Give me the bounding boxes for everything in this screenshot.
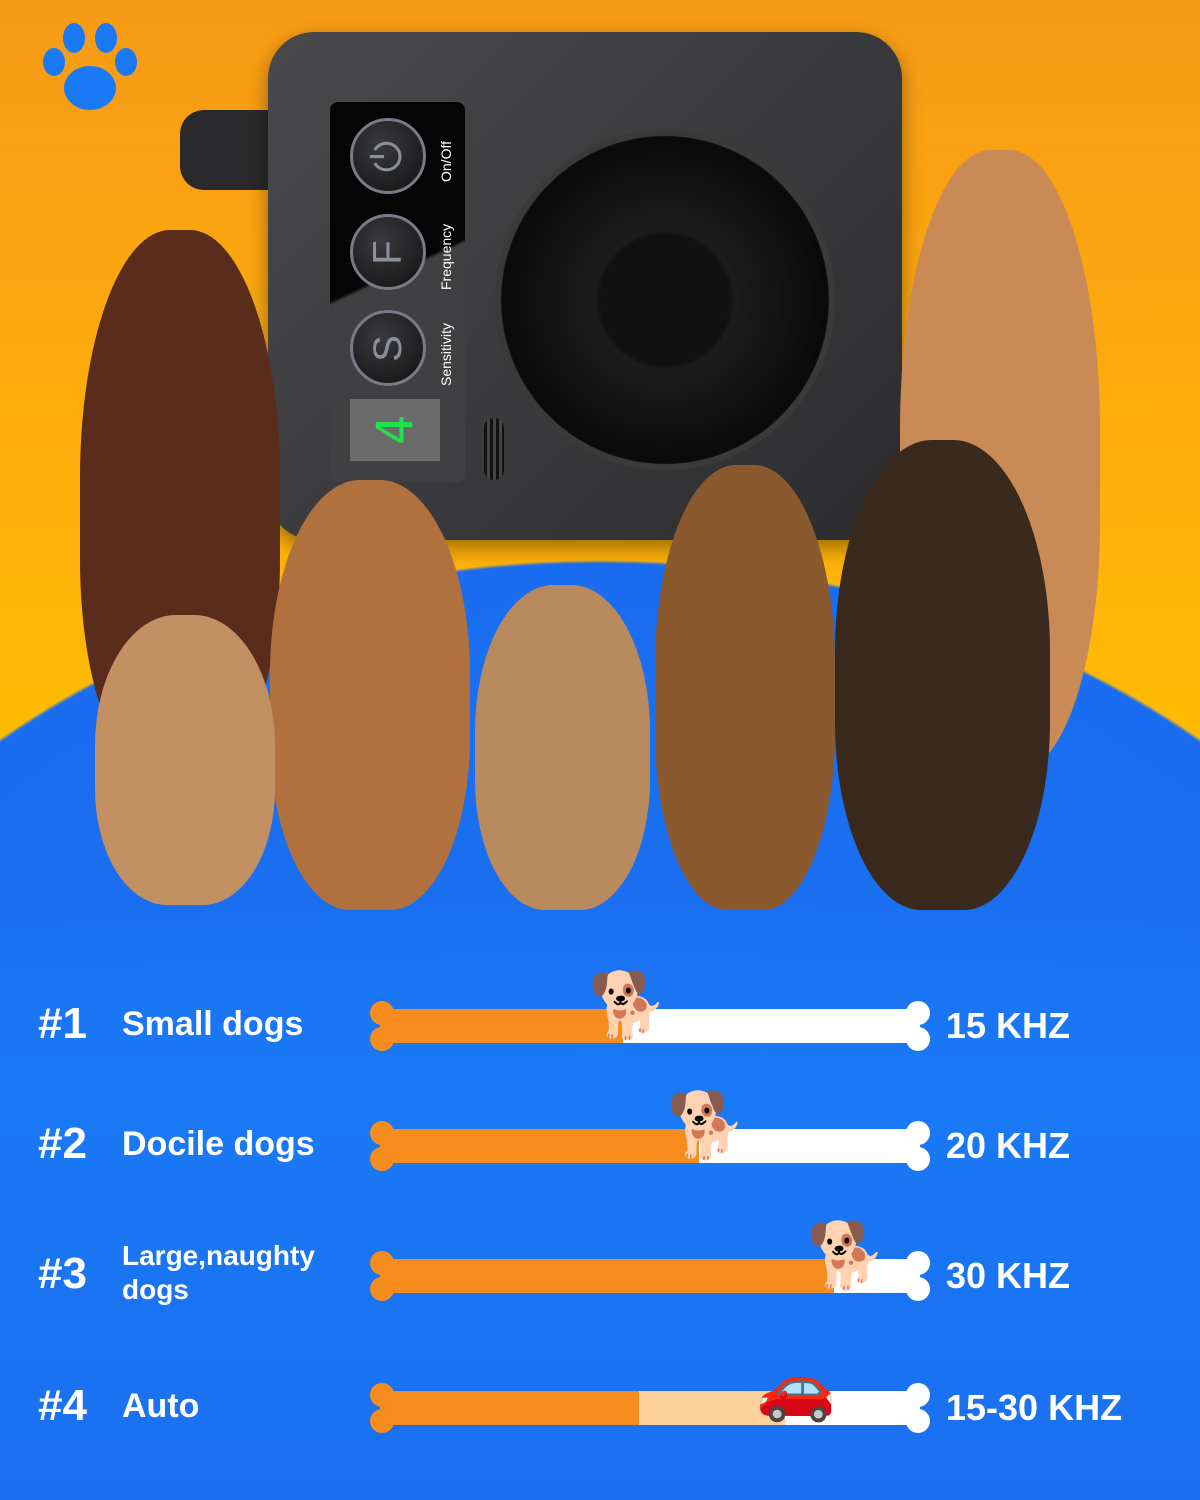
power-button[interactable]: ⏻	[350, 118, 426, 194]
frequency-button[interactable]: F	[350, 214, 426, 290]
mode-row: #4 Auto 🚗 15-30 KHZ	[0, 1355, 1200, 1437]
microphone-grille	[484, 418, 504, 480]
mode-row: #2 Docile dogs 🐕 20 KHZ	[0, 1093, 1200, 1175]
bone-end	[906, 1383, 930, 1407]
mode-row: #1 Small dogs 🐕 15 KHZ	[0, 973, 1200, 1055]
led-display: 4	[350, 399, 440, 461]
mode-label: Large,naughty dogs	[122, 1240, 315, 1305]
bone-end	[370, 1409, 394, 1433]
mode-number: #1	[38, 999, 87, 1048]
terrier-photo	[475, 585, 650, 910]
german-shepherd-photo	[655, 465, 835, 910]
car-icon: 🚗	[756, 1351, 837, 1423]
bone-track	[380, 1129, 920, 1163]
boxer-photo	[270, 480, 470, 910]
on-off-label: On/Off	[438, 141, 454, 182]
power-icon: ⏻	[365, 140, 410, 172]
frequency-bar: 🐕	[370, 1093, 930, 1171]
dog-icon: 🐕	[666, 1089, 747, 1161]
mode-label: Docile dogs	[122, 1125, 315, 1163]
frequency-bar: 🚗	[370, 1355, 930, 1433]
bone-end	[906, 1409, 930, 1433]
paw-icon	[43, 23, 137, 110]
bone-track	[380, 1009, 920, 1043]
bone-end	[906, 1251, 930, 1275]
auto-range-fill	[639, 1391, 785, 1425]
bone-end	[370, 1251, 394, 1275]
frequency-label: Frequency	[438, 223, 454, 290]
bone-end	[370, 1027, 394, 1051]
level-fill	[380, 1129, 699, 1163]
bone-end	[370, 1001, 394, 1025]
bone-track	[380, 1391, 920, 1425]
bone-end	[906, 1001, 930, 1025]
bone-end	[906, 1147, 930, 1171]
small-dog-icon: 🐕	[588, 969, 669, 1041]
mode-number: #3	[38, 1249, 87, 1298]
mode-row: #3 Large,naughty dogs 🐕 30 KHZ	[0, 1223, 1200, 1305]
control-panel: ⏻ On/Off F Frequency S Sensitivity 4	[330, 102, 465, 482]
mode-number: #4	[38, 1381, 87, 1430]
frequency-value: 15-30 KHZ	[946, 1387, 1123, 1428]
mode-label: Small dogs	[122, 1005, 304, 1043]
level-fill	[380, 1391, 640, 1425]
frequency-value: 20 KHZ	[946, 1125, 1071, 1166]
french-bulldog-photo	[95, 615, 275, 905]
level-fill	[380, 1259, 834, 1293]
bone-end	[906, 1027, 930, 1051]
bone-end	[906, 1121, 930, 1145]
sensitivity-label: Sensitivity	[438, 322, 454, 386]
black-shepherd-photo	[835, 440, 1050, 910]
bone-end	[906, 1277, 930, 1301]
bone-end	[370, 1383, 394, 1407]
frequency-value: 15 KHZ	[946, 1005, 1071, 1046]
frequency-bar: 🐕	[370, 1223, 930, 1301]
sensitivity-button[interactable]: S	[350, 310, 426, 386]
level-fill	[380, 1009, 623, 1043]
bone-end	[370, 1277, 394, 1301]
frequency-bar: 🐕	[370, 973, 930, 1051]
frequency-value: 30 KHZ	[946, 1255, 1071, 1296]
mode-label: Auto	[122, 1387, 200, 1425]
bone-end	[370, 1147, 394, 1171]
large-dog-icon: 🐕	[806, 1219, 887, 1291]
mode-number: #2	[38, 1119, 87, 1168]
bone-track	[380, 1259, 920, 1293]
bone-end	[370, 1121, 394, 1145]
speaker-fan	[495, 130, 835, 470]
